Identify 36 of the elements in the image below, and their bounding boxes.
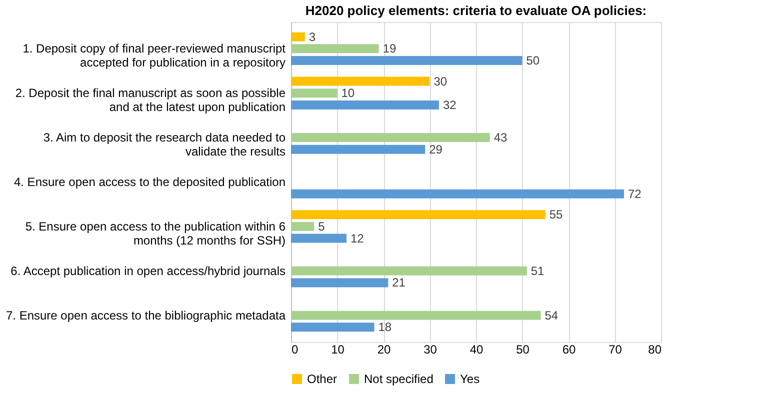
data-label: 21	[392, 276, 406, 290]
legend-label: Not specified	[364, 372, 434, 386]
x-tick-label: 40	[470, 342, 484, 356]
data-label: 12	[350, 231, 364, 246]
data-label: 5	[318, 219, 326, 234]
data-label: 72	[628, 186, 642, 201]
x-tick-label: 60	[562, 342, 576, 356]
data-label: 18	[378, 320, 392, 334]
data-label: 55	[549, 208, 564, 222]
data-label: 32	[443, 98, 457, 112]
y-tick-label: 4. Ensure open access to the deposited publication	[14, 175, 286, 189]
x-tick-label: 70	[608, 342, 622, 356]
legend-label: Yes	[460, 372, 480, 386]
x-tick-label: 80	[648, 342, 662, 356]
data-label: 51	[530, 264, 545, 278]
data-label: 19	[382, 42, 397, 56]
data-label: 10	[341, 86, 355, 100]
y-tick-label: 7. Ensure open access to the bibliographic metadata	[6, 308, 286, 322]
data-label: 54	[544, 308, 558, 322]
data-label: 50	[526, 54, 540, 68]
x-tick-label: 30	[424, 342, 438, 356]
data-label: 30	[434, 74, 448, 88]
y-tick-label: 6. Accept publication in open access/hybrid journals	[10, 264, 286, 278]
legend-label: Other	[307, 372, 338, 386]
y-tick-label: 3. Aim to deposit the research data needed to validate the results	[43, 130, 286, 159]
x-tick-label: 10	[331, 342, 345, 356]
data-label: 3	[308, 30, 316, 44]
y-tick-label: 2. Deposit the final manuscript as soon as possible and at the latest upon publication	[15, 86, 286, 114]
y-tick-label: 5. Ensure open access to the publication within 6 months (12 months for SSH)	[25, 219, 286, 248]
data-label: 29	[429, 142, 443, 156]
data-label: 43	[494, 130, 508, 145]
chart-title: H2020 policy elements: criteria to evaluate OA policies:	[305, 3, 647, 18]
x-tick-label: 20	[377, 342, 391, 356]
y-tick-label: 1. Deposit copy of final peer-reviewed manuscript accepted for publication in a repository	[22, 42, 286, 70]
x-tick-label: 50	[516, 342, 530, 356]
x-tick-label: 0	[292, 342, 298, 356]
